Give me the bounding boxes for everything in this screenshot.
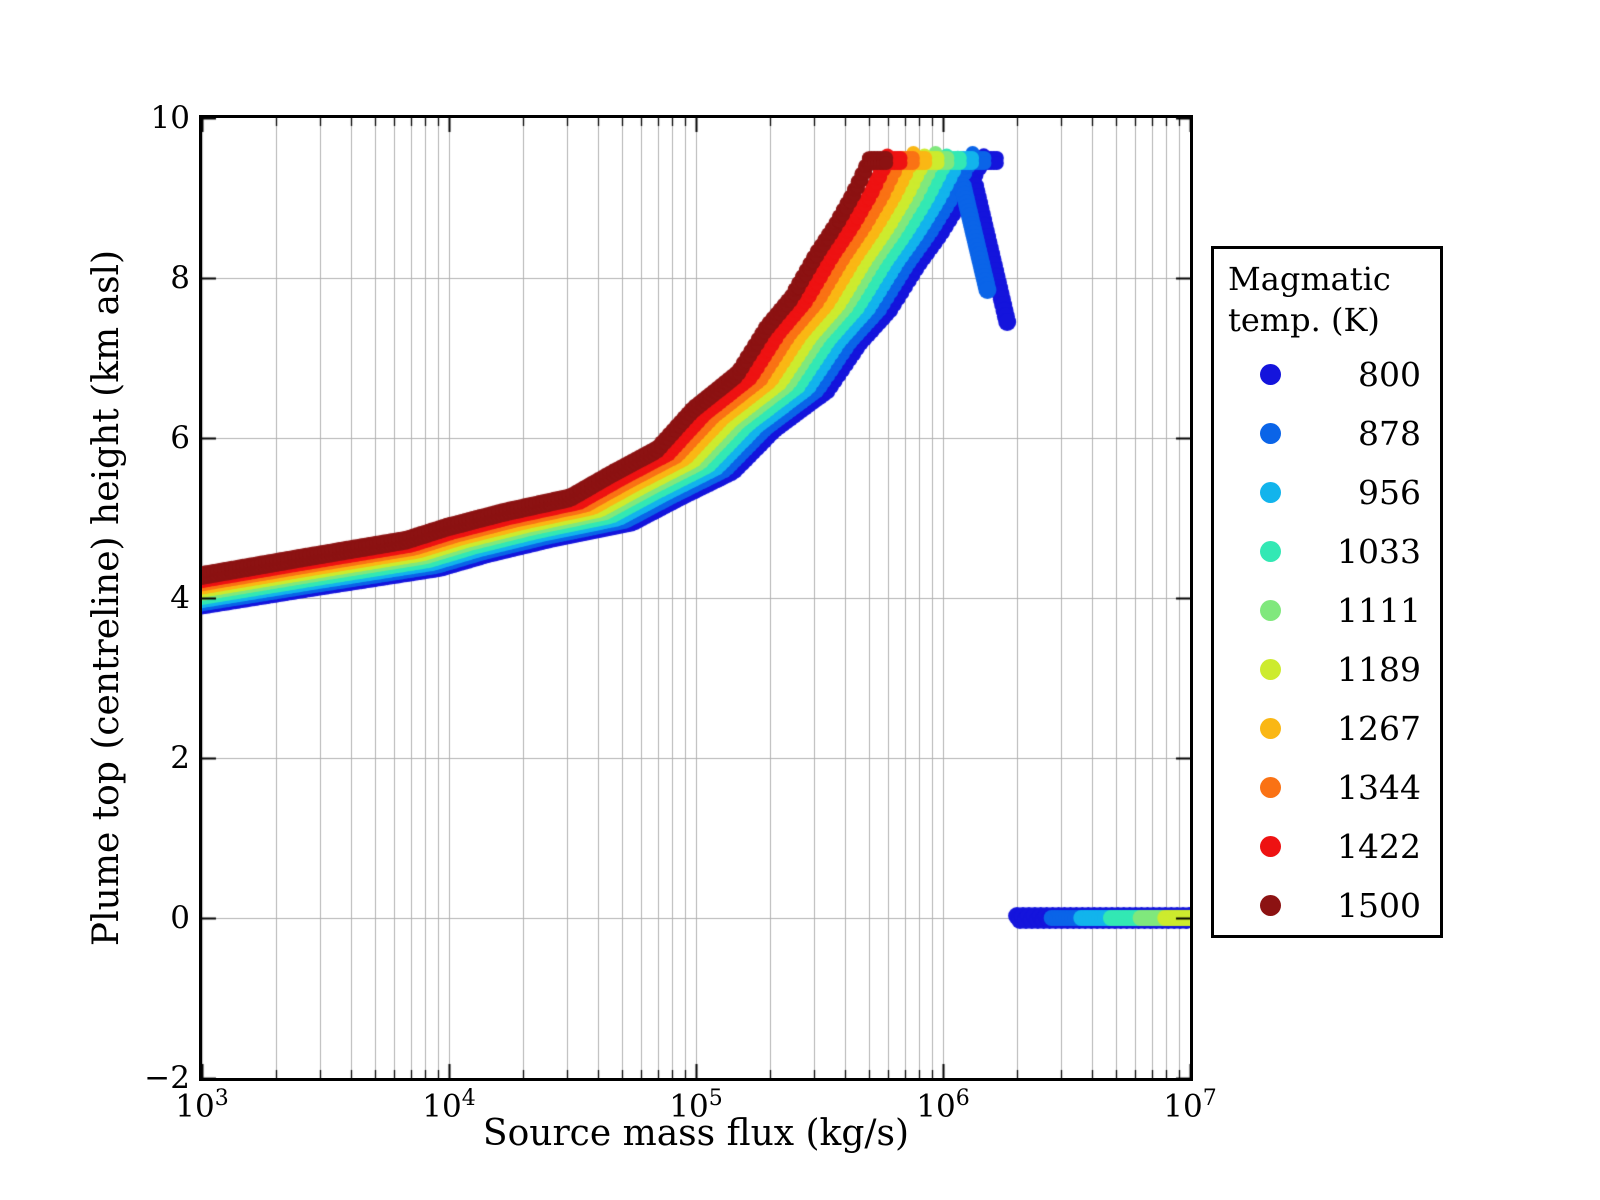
legend-box: Magmatic temp. (K) 800 878 956 1033 1111 1189… — [1211, 246, 1443, 938]
plot-area — [202, 118, 1190, 1078]
legend-entry-label: 1344 — [1337, 768, 1421, 807]
legend-marker-dot-icon — [1260, 659, 1281, 680]
legend-marker-dot-icon — [1260, 895, 1281, 916]
legend-marker-dot-icon — [1260, 777, 1281, 798]
legend-entry: 1500 — [1214, 876, 1440, 935]
legend-marker-dot-icon — [1260, 718, 1281, 739]
legend-entry-label: 800 — [1358, 355, 1421, 394]
legend-entry: 956 — [1214, 463, 1440, 522]
legend-marker-dot-icon — [1260, 600, 1281, 621]
x-tick-label: 106 — [916, 1086, 970, 1125]
legend-entry-label: 956 — [1358, 473, 1421, 512]
x-tick-label: 104 — [422, 1086, 476, 1125]
y-tick-label: −2 — [144, 1060, 190, 1096]
legend-marker-dot-icon — [1260, 541, 1281, 562]
legend-marker-dot-icon — [1260, 482, 1281, 503]
y-tick-label: 2 — [170, 740, 190, 776]
y-tick-label: 0 — [170, 900, 190, 936]
legend-entry: 1033 — [1214, 522, 1440, 581]
x-tick-label: 107 — [1163, 1086, 1217, 1125]
legend-entry-label: 1111 — [1337, 591, 1421, 630]
legend-entry-label: 1033 — [1337, 532, 1421, 571]
y-tick-label: 4 — [170, 580, 190, 616]
x-axis-label: Source mass flux (kg/s) — [482, 1113, 910, 1154]
legend-entry-label: 878 — [1358, 414, 1421, 453]
x-tick-label: 105 — [669, 1086, 723, 1125]
legend-title: Magmatic temp. (K) — [1214, 249, 1440, 341]
legend-entry: 1422 — [1214, 817, 1440, 876]
legend-marker-dot-icon — [1260, 423, 1281, 444]
legend-entry: 1111 — [1214, 581, 1440, 640]
legend-entry-label: 1422 — [1337, 827, 1421, 866]
legend-entry-label: 1500 — [1337, 886, 1421, 925]
legend-title-line2: temp. (K) — [1228, 301, 1380, 339]
legend-entry: 800 — [1214, 345, 1440, 404]
legend-title-line1: Magmatic — [1228, 260, 1391, 298]
y-tick-label: 10 — [150, 100, 190, 136]
legend-entry: 1189 — [1214, 640, 1440, 699]
legend-entry: 1267 — [1214, 699, 1440, 758]
legend-entry-label: 1267 — [1337, 709, 1421, 748]
y-tick-label: 8 — [170, 260, 190, 296]
y-tick-label: 6 — [170, 420, 190, 456]
legend-entry: 1344 — [1214, 758, 1440, 817]
legend-entries: 800 878 956 1033 1111 1189 1267 1344 1422 1500 — [1214, 345, 1440, 935]
x-tick-label: 103 — [175, 1086, 229, 1125]
legend-marker-dot-icon — [1260, 364, 1281, 385]
legend-entry-label: 1189 — [1337, 650, 1421, 689]
legend-marker-dot-icon — [1260, 836, 1281, 857]
legend-entry: 878 — [1214, 404, 1440, 463]
